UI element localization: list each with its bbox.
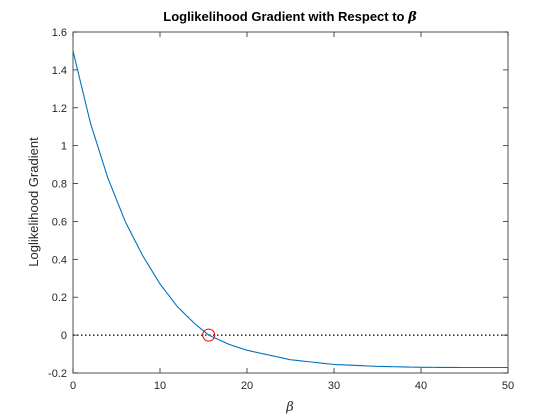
x-tick-label: 20 xyxy=(241,380,253,392)
plot-area xyxy=(72,31,509,374)
x-tick-label: 30 xyxy=(328,380,340,392)
y-tick-label: 1.4 xyxy=(52,65,67,77)
chart-title: Loglikelihood Gradient with Respect to β xyxy=(163,9,417,25)
y-axis-label: Loglikelihood Gradient xyxy=(26,137,41,267)
series-line xyxy=(72,50,508,369)
x-tick-label: 40 xyxy=(415,380,427,392)
root-marker xyxy=(202,328,216,342)
y-tick-label: -0.2 xyxy=(48,368,67,380)
y-tick-label: 0.6 xyxy=(52,216,67,228)
y-tick-label: 1 xyxy=(61,141,67,153)
plot-group xyxy=(72,50,508,369)
tick-label-group: 0 10 20 30 40 50-0.200.20.40.60.811.21.41.6 xyxy=(48,27,514,392)
x-tick-label: 0 xyxy=(70,380,76,392)
y-tick-label: 0.2 xyxy=(52,292,67,304)
x-tick-label: 10 xyxy=(154,380,166,392)
chart-title-text: Loglikelihood Gradient with Respect to xyxy=(163,9,408,24)
y-tick-label: 0.8 xyxy=(52,179,67,191)
x-axis-label: β xyxy=(285,400,294,415)
y-tick-label: 1.2 xyxy=(52,103,67,115)
chart-title-symbol: β xyxy=(407,10,417,25)
y-tick-label: 0.4 xyxy=(52,254,67,266)
x-tick-label: 50 xyxy=(502,380,514,392)
y-tick-label: 0 xyxy=(61,330,67,342)
y-tick-label: 1.6 xyxy=(52,27,67,39)
